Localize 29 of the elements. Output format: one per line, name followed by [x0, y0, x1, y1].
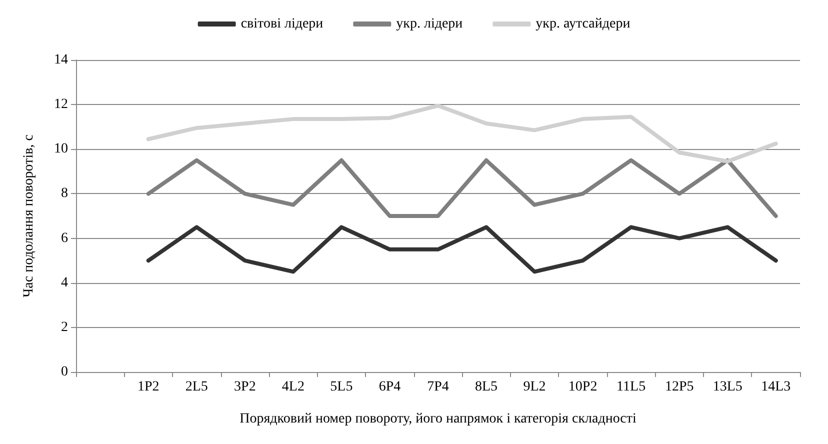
legend-label: світові лідери	[240, 16, 324, 32]
y-axis-title: Час подолання поворотів, с	[22, 134, 36, 298]
x-tick-label: 8L5	[474, 380, 498, 394]
line-series	[146, 225, 778, 274]
x-tick-label: 13L5	[712, 380, 742, 394]
y-tick-label: 12	[54, 97, 68, 112]
x-tick-label: 12P5	[664, 380, 694, 394]
x-axis-title: Порядковий номер повороту, його напрямок і категорія складності	[240, 412, 637, 426]
legend-label: укр. лідери	[396, 16, 464, 32]
legend-label: укр. аутсайдери	[536, 16, 631, 32]
x-tick-label: 1P2	[138, 380, 160, 394]
y-tick-label: 14	[54, 52, 68, 68]
x-tick-label: 3P2	[234, 380, 256, 394]
y-tick-label: 4	[61, 275, 68, 290]
y-tick-label: 0	[61, 364, 68, 380]
x-tick-label: 11L5	[616, 380, 646, 394]
x-tick-label: 9L2	[523, 380, 546, 394]
y-tick-label: 8	[61, 186, 68, 202]
y-tick-label: 10	[54, 142, 68, 157]
x-tick-label: 4L2	[282, 380, 304, 394]
line-series	[146, 104, 778, 164]
y-tick-label: 6	[61, 230, 68, 246]
x-tick-label: 14L3	[761, 380, 791, 394]
x-tick-label: 6P4	[378, 380, 401, 394]
x-tick-label: 10P2	[568, 380, 598, 394]
y-tick-label: 2	[61, 320, 68, 335]
x-tick-label: 2L5	[185, 380, 208, 394]
x-tick-label: 7P4	[427, 380, 449, 394]
x-tick-label: 5L5	[330, 380, 353, 394]
